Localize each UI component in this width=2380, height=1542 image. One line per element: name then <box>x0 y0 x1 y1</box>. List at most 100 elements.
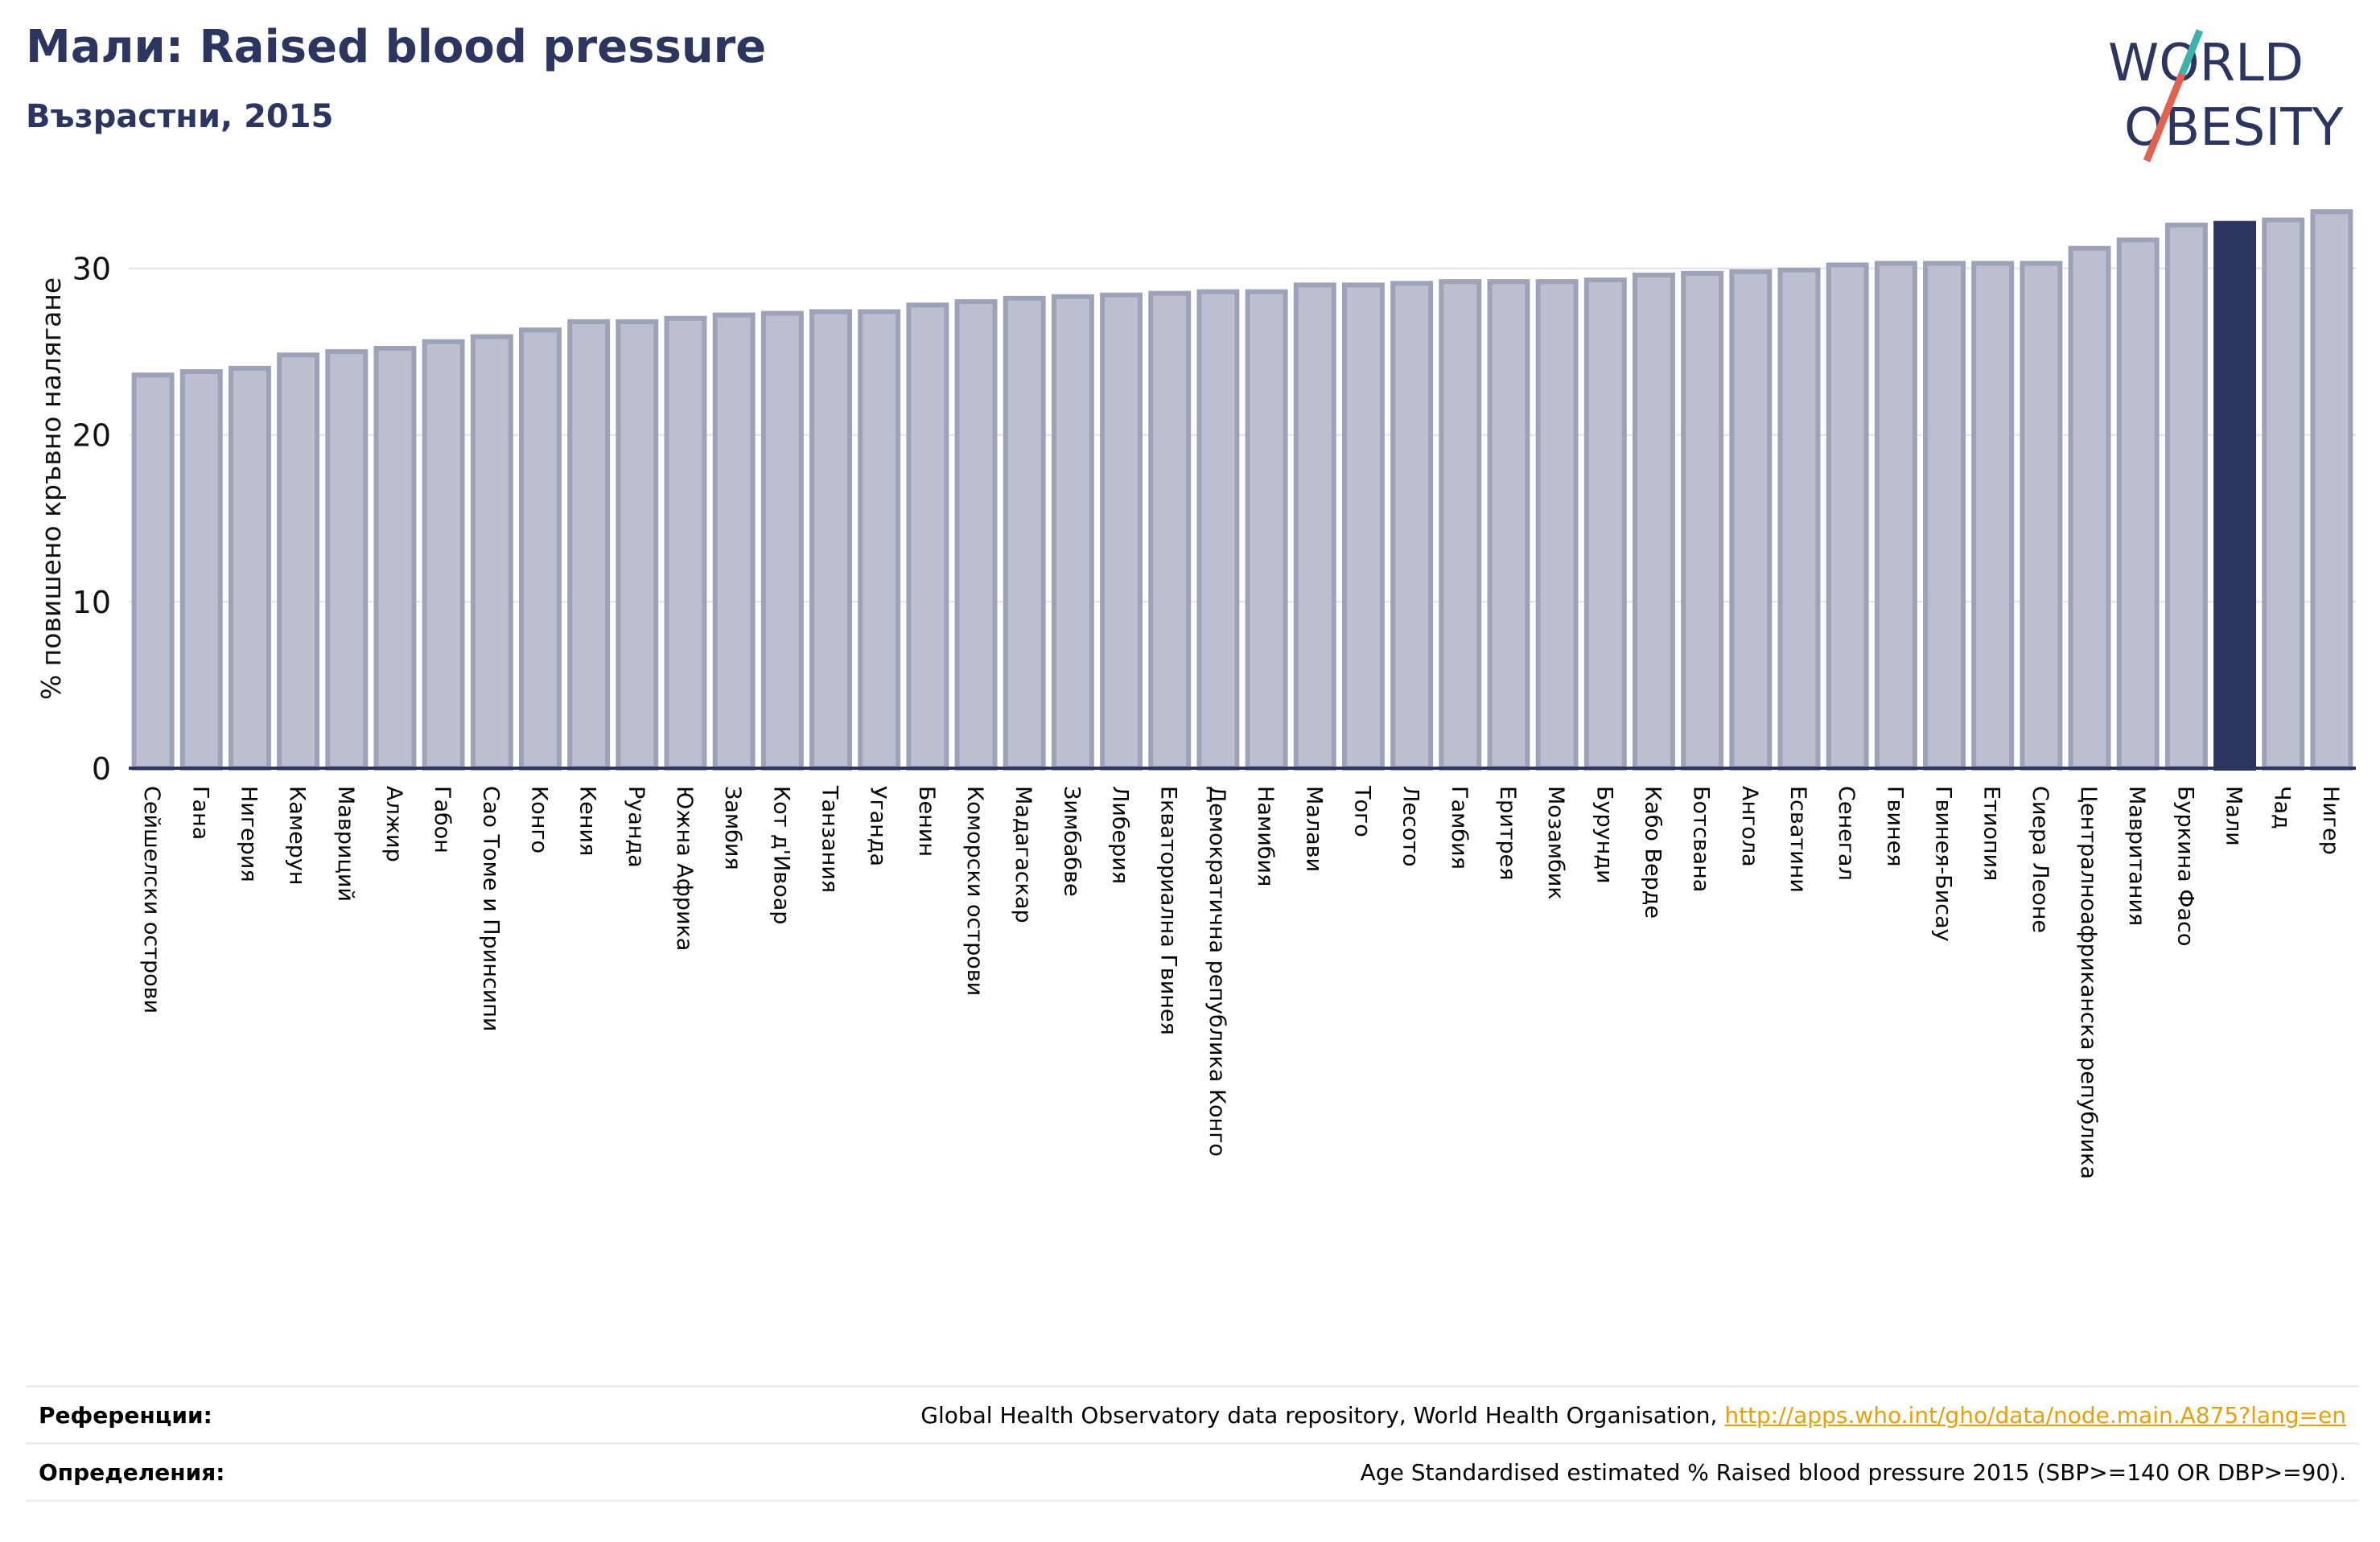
bar <box>2164 222 2208 771</box>
logo-text-world: WORLD <box>2108 34 2304 93</box>
x-tick-label: Мавриций <box>333 786 358 902</box>
bar <box>1245 289 1288 771</box>
bar <box>1583 278 1627 771</box>
bar <box>616 319 659 771</box>
bar <box>1487 279 1530 771</box>
x-tick-label: Гамбия <box>1447 786 1472 870</box>
x-tick-label: Камерун <box>285 786 310 885</box>
bar <box>567 319 611 771</box>
bar <box>1293 282 1336 771</box>
x-tick-label: Сейшелски острови <box>139 786 164 1014</box>
bar <box>858 309 901 771</box>
bar <box>954 299 998 771</box>
definitions-row: Определения: Age Standardised estimated … <box>26 1442 2359 1501</box>
x-tick-label: Бурунди <box>1591 786 1616 884</box>
x-tick-label: Кабо Верде <box>1640 786 1665 919</box>
bar <box>373 346 417 771</box>
references-label: Референции: <box>39 1402 212 1429</box>
bar <box>519 327 562 771</box>
bar <box>179 369 223 771</box>
x-tick-label: Конго <box>526 786 551 853</box>
x-tick-label: Гвинея-Бисау <box>1931 786 1956 942</box>
x-tick-label: Гвинея <box>1882 786 1907 866</box>
y-axis-label: % повишено кръвно налягане <box>35 278 67 700</box>
bar <box>664 315 707 771</box>
x-tick-label: Лесото <box>1398 786 1423 867</box>
x-tick-label: Кот д'Ивоар <box>768 786 793 924</box>
bar <box>228 365 271 771</box>
bar <box>809 309 852 771</box>
x-tick-label: Централноафриканска република <box>2076 786 2101 1179</box>
bar <box>1874 261 1917 771</box>
x-tick-label: Южна Африка <box>672 786 697 951</box>
x-tick-label: Сао Томе и Принсипи <box>478 786 503 1031</box>
references-row: Референции: Global Health Observatory da… <box>26 1385 2359 1444</box>
bar <box>1535 279 1579 771</box>
bar <box>1003 295 1046 771</box>
bar <box>712 312 756 771</box>
bar <box>470 334 513 771</box>
bar <box>760 310 804 771</box>
bar <box>2213 220 2257 771</box>
bar <box>1196 289 1240 771</box>
bar <box>1923 261 1966 771</box>
x-tick-label: Нигерия <box>236 786 261 882</box>
x-tick-label: Бенин <box>914 786 939 857</box>
bar <box>1633 272 1675 771</box>
bar-chart: 0 10 20 30% повишено кръвно налягане Сейшелс… <box>35 209 2356 1179</box>
bar <box>1439 279 1482 771</box>
x-tick-label: Демократична република Конго <box>1204 786 1229 1157</box>
bar <box>2262 217 2305 771</box>
chart-subtitle: Възрастни, 2015 <box>26 98 334 135</box>
x-tick-label: Алжир <box>381 786 406 862</box>
bar <box>325 349 369 771</box>
bar <box>1971 261 2015 771</box>
x-tick-label: Габон <box>430 786 455 853</box>
bar <box>1100 292 1143 771</box>
bar <box>2020 261 2063 771</box>
bar <box>1777 267 1821 771</box>
x-tick-label: Кения <box>575 786 600 856</box>
x-tick-label: Сиера Леоне <box>2028 786 2053 933</box>
references-link[interactable]: http://apps.who.int/gho/data/node.main.A… <box>1724 1402 2346 1429</box>
x-tick-label: Сенегал <box>1834 786 1859 881</box>
logo-slash-red <box>2143 72 2186 162</box>
references-value: Global Health Observatory data repositor… <box>920 1402 2346 1429</box>
x-tick-label: Екваториална Гвинея <box>1156 786 1181 1035</box>
bar <box>906 302 949 771</box>
x-tick-label: Танзания <box>817 785 842 893</box>
x-tick-label: Коморски острови <box>962 786 987 996</box>
x-tick-label: Чад <box>2270 786 2295 829</box>
x-tick-label: Мавритания <box>2124 786 2149 926</box>
x-tick-label: Уганда <box>866 786 891 866</box>
x-tick-label: Гана <box>187 786 212 840</box>
chart-title: Мали: Raised blood pressure <box>26 21 767 73</box>
bar <box>422 339 465 771</box>
x-tick-label: Етиопия <box>1979 786 2004 881</box>
x-tick-label: Ангола <box>1737 786 1762 867</box>
logo-slash-teal <box>2178 29 2204 76</box>
definitions-label: Определения: <box>39 1459 225 1486</box>
bar <box>1051 294 1094 771</box>
bar <box>1390 281 1434 771</box>
x-tick-label: Того <box>1349 785 1374 837</box>
bar <box>1826 262 1869 771</box>
x-tick-label: Руанда <box>624 786 649 868</box>
bar <box>1681 270 1724 771</box>
bar <box>1729 269 1773 771</box>
world-obesity-logo: WORLD OBESITY <box>2108 29 2344 162</box>
x-tick-label: Мали <box>2221 786 2246 846</box>
x-tick-label: Замбия <box>720 786 745 870</box>
x-tick-label: Нигер <box>2318 786 2343 855</box>
x-tick-label: Буркина Фасо <box>2172 786 2197 946</box>
bar <box>2310 209 2353 771</box>
y-tick-label: 30 <box>72 252 111 287</box>
y-tick-label: 0 <box>92 751 111 787</box>
x-tick-label: Зимбабве <box>1059 786 1084 897</box>
bar <box>277 352 320 771</box>
y-tick-label: 10 <box>72 585 111 620</box>
references-text: Global Health Observatory data repositor… <box>920 1402 1718 1429</box>
x-tick-label: Намибия <box>1253 786 1278 886</box>
bar <box>2116 237 2160 771</box>
x-tick-label: Мозамбик <box>1543 786 1568 900</box>
